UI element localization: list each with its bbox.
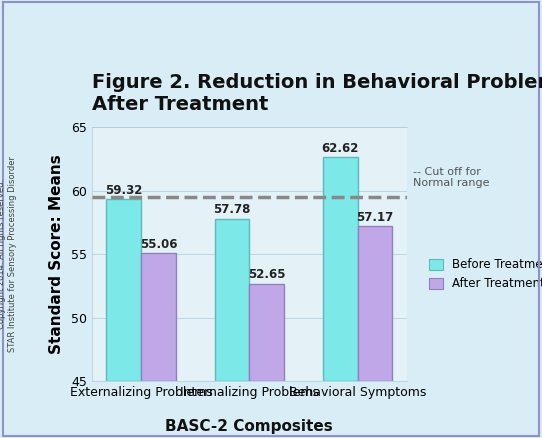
Text: 52.65: 52.65 [248,268,286,281]
Bar [358,226,392,381]
Text: 57.17: 57.17 [356,211,393,224]
Bar [249,284,284,381]
Text: BASC-2 Composites: BASC-2 Composites [165,419,333,434]
Text: 59.32: 59.32 [105,184,143,197]
Bar [106,199,141,381]
Text: 62.62: 62.62 [321,142,359,155]
Bar [141,253,176,381]
Text: Copyright 2014. All rights reserved.
STAR Institute for Sensory Processing Disor: Copyright 2014. All rights reserved. STA… [0,156,17,352]
Bar [323,157,358,381]
Legend: Before Treatment, After Treatment: Before Treatment, After Treatment [425,255,542,294]
Y-axis label: Standard Score: Means: Standard Score: Means [49,154,64,354]
Text: 55.06: 55.06 [140,238,177,251]
Text: 57.78: 57.78 [214,203,251,216]
Text: Figure 2. Reduction in Behavioral Problems
After Treatment: Figure 2. Reduction in Behavioral Proble… [92,73,542,114]
Text: -- Cut off for
Normal range: -- Cut off for Normal range [413,166,489,188]
Bar [215,219,249,381]
